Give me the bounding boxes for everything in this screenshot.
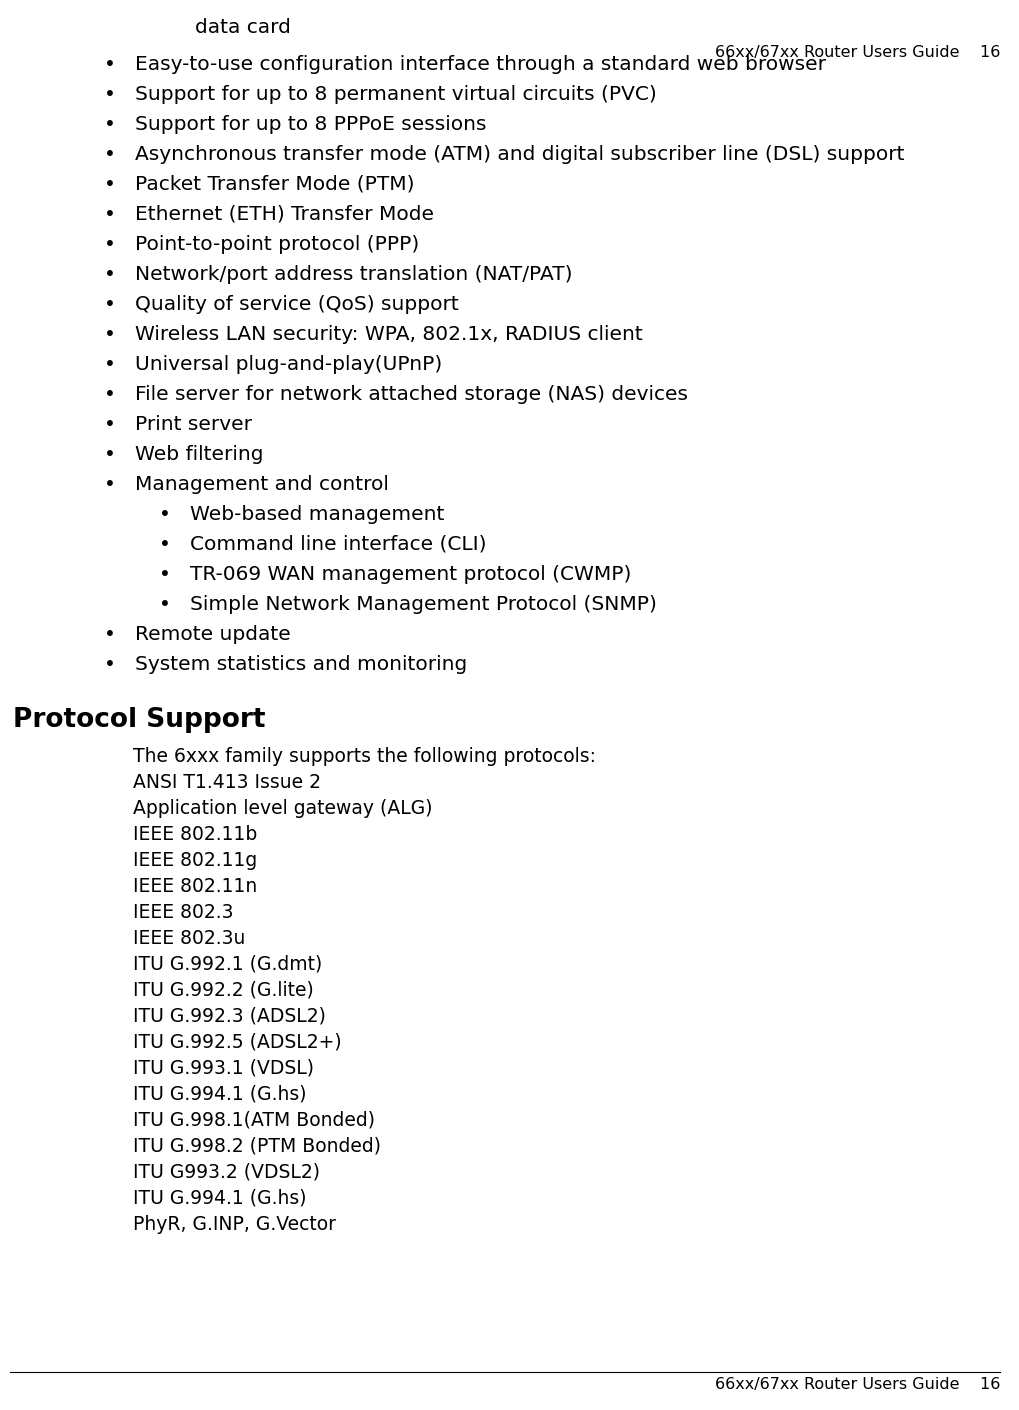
Text: Quality of service (QoS) support: Quality of service (QoS) support (135, 295, 459, 314)
Text: •: • (159, 534, 171, 554)
Text: IEEE 802.11g: IEEE 802.11g (132, 852, 257, 870)
Text: IEEE 802.11b: IEEE 802.11b (132, 825, 257, 845)
Text: ITU G.998.2 (PTM Bonded): ITU G.998.2 (PTM Bonded) (132, 1136, 381, 1156)
Text: •: • (104, 324, 116, 344)
Text: Web filtering: Web filtering (135, 446, 263, 464)
Text: Remote update: Remote update (135, 625, 290, 644)
Text: ITU G.994.1 (G.hs): ITU G.994.1 (G.hs) (132, 1189, 306, 1208)
Text: Simple Network Management Protocol (SNMP): Simple Network Management Protocol (SNMP… (190, 595, 656, 613)
Text: •: • (104, 116, 116, 134)
Text: •: • (104, 295, 116, 314)
Text: Application level gateway (ALG): Application level gateway (ALG) (132, 799, 432, 818)
Text: Web-based management: Web-based management (190, 505, 444, 525)
Text: Protocol Support: Protocol Support (13, 706, 265, 733)
Text: data card: data card (195, 18, 290, 37)
Text: IEEE 802.3: IEEE 802.3 (132, 902, 233, 922)
Text: ITU G.993.1 (VDSL): ITU G.993.1 (VDSL) (132, 1059, 314, 1079)
Text: ITU G.992.5 (ADSL2+): ITU G.992.5 (ADSL2+) (132, 1034, 341, 1052)
Text: The 6xxx family supports the following protocols:: The 6xxx family supports the following p… (132, 747, 595, 766)
Text: ITU G993.2 (VDSL2): ITU G993.2 (VDSL2) (132, 1163, 320, 1182)
Text: System statistics and monitoring: System statistics and monitoring (135, 656, 467, 674)
Text: ANSI T1.413 Issue 2: ANSI T1.413 Issue 2 (132, 773, 321, 792)
Text: 66xx/67xx Router Users Guide    16: 66xx/67xx Router Users Guide 16 (714, 1378, 999, 1392)
Text: Support for up to 8 PPPoE sessions: Support for up to 8 PPPoE sessions (135, 116, 486, 134)
Text: File server for network attached storage (NAS) devices: File server for network attached storage… (135, 385, 688, 405)
Text: •: • (104, 385, 116, 405)
Text: ITU G.998.1(ATM Bonded): ITU G.998.1(ATM Bonded) (132, 1111, 375, 1129)
Text: •: • (104, 415, 116, 434)
Text: PhyR, G.INP, G.Vector: PhyR, G.INP, G.Vector (132, 1215, 335, 1234)
Text: •: • (104, 175, 116, 195)
Text: •: • (104, 656, 116, 674)
Text: •: • (104, 475, 116, 493)
Text: Universal plug-and-play(UPnP): Universal plug-and-play(UPnP) (135, 355, 442, 374)
Text: Support for up to 8 permanent virtual circuits (PVC): Support for up to 8 permanent virtual ci… (135, 85, 656, 104)
Text: •: • (104, 265, 116, 283)
Text: Management and control: Management and control (135, 475, 388, 493)
Text: •: • (104, 625, 116, 644)
Text: ITU G.992.3 (ADSL2): ITU G.992.3 (ADSL2) (132, 1007, 325, 1026)
Text: Easy-to-use configuration interface through a standard web browser: Easy-to-use configuration interface thro… (135, 55, 825, 73)
Text: Asynchronous transfer mode (ATM) and digital subscriber line (DSL) support: Asynchronous transfer mode (ATM) and dig… (135, 145, 904, 164)
Text: Ethernet (ETH) Transfer Mode: Ethernet (ETH) Transfer Mode (135, 204, 433, 224)
Text: •: • (104, 145, 116, 164)
Text: Network/port address translation (NAT/PAT): Network/port address translation (NAT/PA… (135, 265, 572, 283)
Text: IEEE 802.11n: IEEE 802.11n (132, 877, 257, 895)
Text: •: • (104, 446, 116, 464)
Text: •: • (159, 505, 171, 525)
Text: •: • (104, 355, 116, 374)
Text: •: • (104, 204, 116, 224)
Text: ITU G.994.1 (G.hs): ITU G.994.1 (G.hs) (132, 1086, 306, 1104)
Text: Wireless LAN security: WPA, 802.1x, RADIUS client: Wireless LAN security: WPA, 802.1x, RADI… (135, 324, 642, 344)
Text: •: • (159, 595, 171, 613)
Text: ITU G.992.1 (G.dmt): ITU G.992.1 (G.dmt) (132, 955, 322, 974)
Text: •: • (104, 235, 116, 254)
Text: ITU G.992.2 (G.lite): ITU G.992.2 (G.lite) (132, 981, 314, 1000)
Text: •: • (104, 85, 116, 104)
Text: 66xx/67xx Router Users Guide    16: 66xx/67xx Router Users Guide 16 (714, 45, 999, 61)
Text: Packet Transfer Mode (PTM): Packet Transfer Mode (PTM) (135, 175, 414, 195)
Text: Point-to-point protocol (PPP): Point-to-point protocol (PPP) (135, 235, 419, 254)
Text: Print server: Print server (135, 415, 252, 434)
Text: •: • (104, 55, 116, 73)
Text: IEEE 802.3u: IEEE 802.3u (132, 929, 246, 948)
Text: •: • (159, 565, 171, 584)
Text: Command line interface (CLI): Command line interface (CLI) (190, 534, 486, 554)
Text: TR-069 WAN management protocol (CWMP): TR-069 WAN management protocol (CWMP) (190, 565, 631, 584)
